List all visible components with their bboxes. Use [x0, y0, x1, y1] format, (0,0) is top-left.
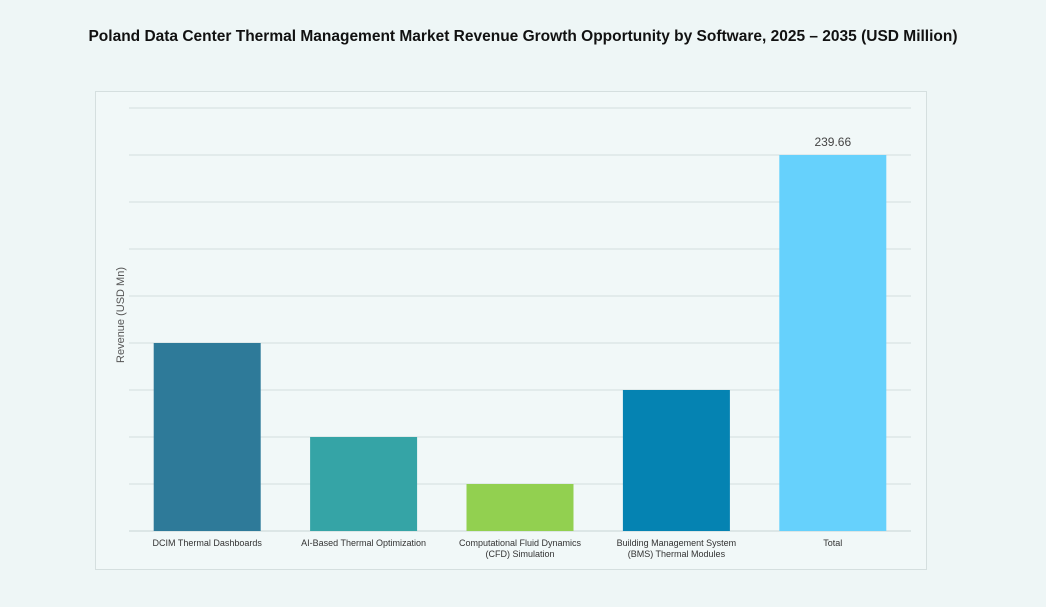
bar-chart: DCIM Thermal Dashboards AI-Based Thermal … — [115, 107, 911, 559]
bar — [779, 154, 887, 531]
x-tick-label: Building Management System — [617, 538, 737, 548]
bar — [153, 342, 261, 531]
data-label: 239.66 — [814, 135, 851, 149]
x-tick-label: (CFD) Simulation — [485, 549, 554, 559]
x-tick-label: Computational Fluid Dynamics — [459, 538, 582, 548]
chart-title: Poland Data Center Thermal Management Ma… — [88, 28, 958, 45]
x-tick-label: DCIM Thermal Dashboards — [153, 538, 263, 548]
x-tick-label: Total — [823, 538, 842, 548]
x-tick-label: AI-Based Thermal Optimization — [301, 538, 426, 548]
bar — [622, 389, 730, 531]
bar — [310, 436, 418, 531]
chart-frame: DCIM Thermal Dashboards AI-Based Thermal … — [95, 91, 927, 570]
y-axis-label: Revenue (USD Mn) — [115, 267, 127, 363]
x-tick-label: (BMS) Thermal Modules — [628, 549, 726, 559]
bar — [466, 483, 574, 531]
